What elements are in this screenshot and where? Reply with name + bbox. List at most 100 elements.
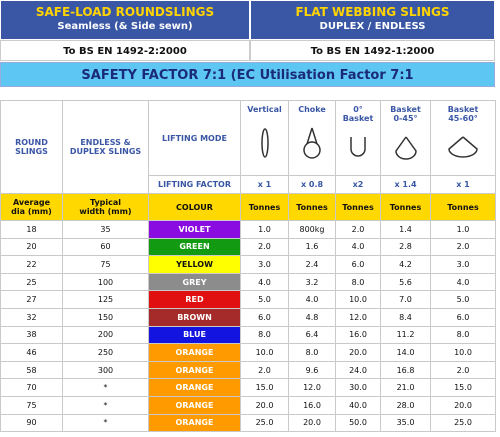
table-cell: 4.0 bbox=[430, 272, 496, 292]
table-cell: 150 bbox=[62, 307, 149, 327]
lifting-mode-header: LIFTING MODE bbox=[148, 100, 241, 176]
table-cell: 10.0 bbox=[240, 343, 289, 362]
table-cell: 15.0 bbox=[240, 378, 289, 397]
table-cell: 2.0 bbox=[430, 237, 496, 257]
mode-cell: Choke bbox=[288, 100, 336, 176]
colour-cell: VIOLET bbox=[148, 220, 241, 239]
table-cell: 20.0 bbox=[240, 395, 289, 415]
table-cell: 4.2 bbox=[380, 255, 431, 274]
data-row: 27 125 RED 5.0 4.0 10.0 7.0 5.0 bbox=[0, 290, 496, 309]
standards: To BS EN 1492-2:2000 To BS EN 1492-1:200… bbox=[0, 40, 495, 61]
table-cell: 40.0 bbox=[335, 395, 381, 415]
table-cell: 4.0 bbox=[240, 272, 289, 292]
data-row: 70 * ORANGE 15.0 12.0 30.0 21.0 15.0 bbox=[0, 378, 496, 397]
table-cell: 5.6 bbox=[380, 272, 431, 292]
data-row: 58 300 ORANGE 2.0 9.6 24.0 16.8 2.0 bbox=[0, 360, 496, 380]
colour-cell: RED bbox=[148, 290, 241, 309]
table-cell: 16.8 bbox=[380, 360, 431, 380]
table-cell: 5.0 bbox=[240, 290, 289, 309]
table-cell: 35 bbox=[62, 220, 149, 239]
mode-label: Vertical bbox=[247, 105, 282, 114]
mode-label: Basket 0-45° bbox=[390, 105, 421, 123]
table-cell: 35.0 bbox=[380, 413, 431, 433]
endless-header: ENDLESS & DUPLEX SLINGS bbox=[62, 100, 149, 194]
table-cell: 200 bbox=[62, 325, 149, 345]
table-cell: 58 bbox=[0, 360, 63, 380]
left-standard: To BS EN 1492-2:2000 bbox=[0, 40, 250, 61]
table-cell: 3.0 bbox=[240, 255, 289, 274]
colour-cell: ORANGE bbox=[148, 378, 241, 397]
mode-label: 0° Basket bbox=[342, 105, 374, 123]
data-row: 46 250 ORANGE 10.0 8.0 20.0 14.0 10.0 bbox=[0, 343, 496, 362]
table-cell: 4.8 bbox=[288, 307, 336, 327]
table-cell: 70 bbox=[0, 378, 63, 397]
table-cell: 800kg bbox=[288, 220, 336, 239]
colour-cell: YELLOW bbox=[148, 255, 241, 274]
lifting-factor: x 1 bbox=[430, 175, 496, 194]
vertical-icon bbox=[260, 128, 269, 158]
table-cell: 15.0 bbox=[430, 378, 496, 397]
unit-header: Tonnes bbox=[288, 193, 336, 221]
unit-header: Tonnes bbox=[335, 193, 381, 221]
basket-angle-icon bbox=[394, 136, 417, 160]
unit-header: Tonnes bbox=[240, 193, 289, 221]
table-cell: 14.0 bbox=[380, 343, 431, 362]
round-slings-header: ROUND SLINGS bbox=[0, 100, 63, 194]
data-row: 75 * ORANGE 20.0 16.0 40.0 28.0 20.0 bbox=[0, 395, 496, 415]
table-cell: 2.0 bbox=[430, 360, 496, 380]
units-row: Average dia (mm) Typical width (mm) COLOUR… bbox=[0, 193, 496, 221]
table-cell: 1.6 bbox=[288, 237, 336, 257]
table-cell: 22 bbox=[0, 255, 63, 274]
table-cell: 1.0 bbox=[240, 220, 289, 239]
safety-banner: SAFETY FACTOR 7:1 (EC Utilisation Factor… bbox=[0, 62, 495, 87]
left-title: SAFE-LOAD ROUNDSLINGS bbox=[35, 5, 215, 19]
mode-cell: Basket 45-60° bbox=[430, 100, 496, 176]
table-cell: * bbox=[62, 413, 149, 433]
basket-angle-icon bbox=[448, 136, 478, 158]
table-cell: 4.0 bbox=[288, 290, 336, 309]
colour-cell: GREY bbox=[148, 272, 241, 292]
right-subtitle: DUPLEX / ENDLESS bbox=[319, 21, 426, 32]
table-cell: 24.0 bbox=[335, 360, 381, 380]
table-cell: 18 bbox=[0, 220, 63, 239]
colour-cell: BROWN bbox=[148, 307, 241, 327]
data-row: 20 60 GREEN 2.0 1.6 4.0 2.8 2.0 bbox=[0, 237, 496, 257]
header-banner: SAFE-LOAD ROUNDSLINGS Seamless (& Side s… bbox=[0, 0, 495, 40]
basket-icon bbox=[350, 137, 366, 157]
lifting-factor: x 1.4 bbox=[380, 175, 431, 194]
table-cell: 10.0 bbox=[335, 290, 381, 309]
table-cell: 1.0 bbox=[430, 220, 496, 239]
table-cell: 8.0 bbox=[335, 272, 381, 292]
table-cell: 20.0 bbox=[430, 395, 496, 415]
unit-header: Average dia (mm) bbox=[0, 193, 63, 221]
table-cell: 6.0 bbox=[335, 255, 381, 274]
mode-cell: Vertical bbox=[240, 100, 289, 176]
lifting-factor: x 0.8 bbox=[288, 175, 336, 194]
table-cell: 20.0 bbox=[288, 413, 336, 433]
table-cell: 50.0 bbox=[335, 413, 381, 433]
unit-header: Typical width (mm) bbox=[62, 193, 149, 221]
table-cell: 2.8 bbox=[380, 237, 431, 257]
table-cell: 3.0 bbox=[430, 255, 496, 274]
table-cell: 8.0 bbox=[430, 325, 496, 345]
table-cell: 75 bbox=[62, 255, 149, 274]
colour-cell: ORANGE bbox=[148, 360, 241, 380]
mode-cell: Basket 0-45° bbox=[380, 100, 431, 176]
table-cell: 28.0 bbox=[380, 395, 431, 415]
table-cell: 60 bbox=[62, 237, 149, 257]
table-cell: 38 bbox=[0, 325, 63, 345]
mode-cell: 0° Basket bbox=[335, 100, 381, 176]
choke-icon bbox=[303, 127, 321, 159]
table-cell: 25.0 bbox=[240, 413, 289, 433]
data-row: 32 150 BROWN 6.0 4.8 12.0 8.4 6.0 bbox=[0, 307, 496, 327]
table-cell: 12.0 bbox=[335, 307, 381, 327]
right-header: FLAT WEBBING SLINGS DUPLEX / ENDLESS bbox=[250, 0, 495, 40]
lifting-factor-header: LIFTING FACTOR bbox=[148, 175, 241, 194]
lifting-factor: x 1 bbox=[240, 175, 289, 194]
colour-cell: GREEN bbox=[148, 237, 241, 257]
load-table: ROUND SLINGS ENDLESS & DUPLEX SLINGS LIF… bbox=[0, 100, 496, 433]
table-cell: 20 bbox=[0, 237, 63, 257]
table-cell: 27 bbox=[0, 290, 63, 309]
table-cell: 8.0 bbox=[240, 325, 289, 345]
